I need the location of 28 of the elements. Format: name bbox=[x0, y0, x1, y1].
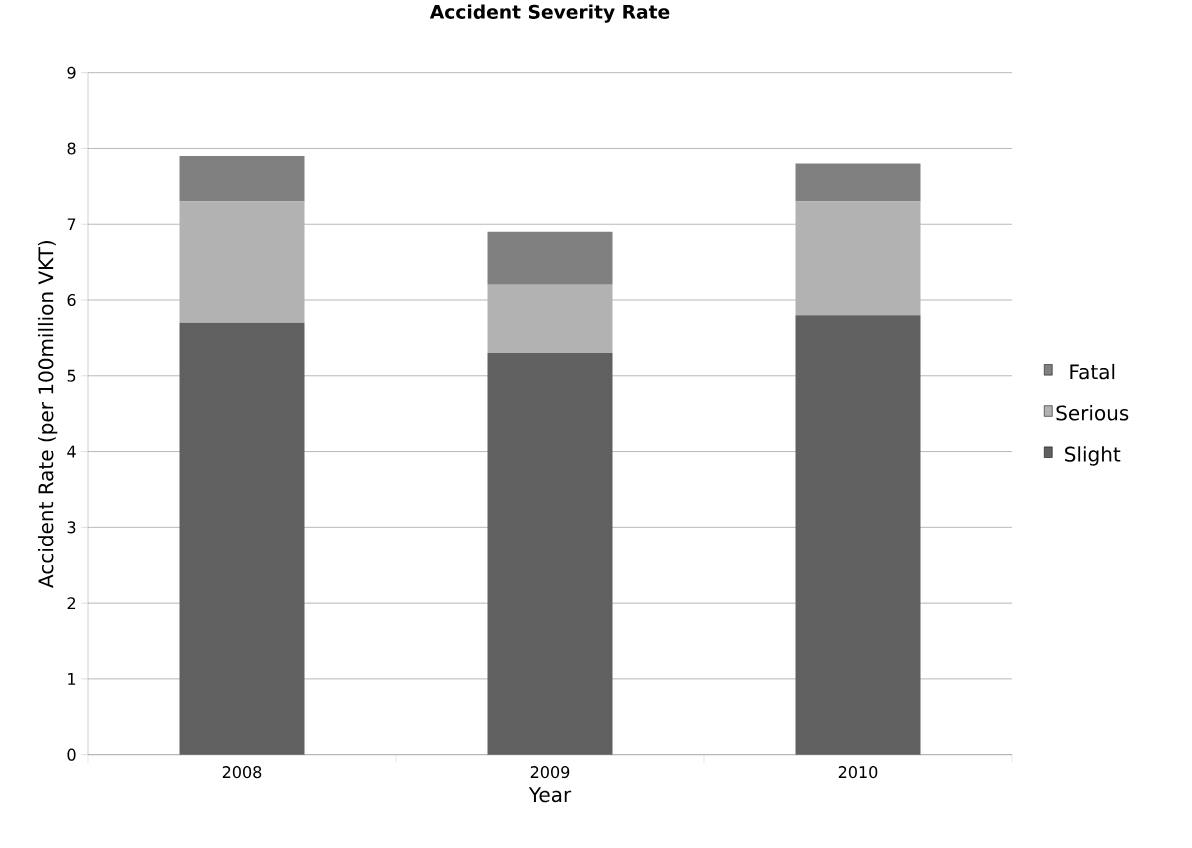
bar bbox=[487, 285, 613, 354]
y-axis-title: Accident Rate (per 100million VKT) bbox=[37, 241, 58, 589]
x-tick-label: 2008 bbox=[222, 766, 262, 779]
y-tick-label: 8 bbox=[67, 142, 76, 155]
bar bbox=[487, 231, 613, 286]
bar bbox=[179, 322, 305, 755]
y-tick-label: 0 bbox=[67, 748, 76, 761]
y-tick-label: 9 bbox=[67, 66, 76, 79]
bar bbox=[795, 163, 921, 202]
bar bbox=[179, 201, 305, 323]
y-tick-label: 2 bbox=[67, 597, 76, 610]
x-axis-title: Year bbox=[528, 787, 572, 803]
x-tick-label: 2010 bbox=[838, 766, 878, 779]
y-tick-label: 3 bbox=[67, 521, 76, 534]
bar bbox=[795, 315, 921, 755]
legend-label: Slight bbox=[1065, 446, 1121, 466]
bar bbox=[487, 353, 613, 755]
y-tick-label: 7 bbox=[67, 218, 76, 231]
bar bbox=[795, 201, 921, 316]
y-tick-label: 4 bbox=[67, 445, 76, 458]
y-tick-label: 1 bbox=[68, 673, 76, 685]
legend-label: Serious bbox=[1056, 405, 1129, 421]
legend-label: Fatal bbox=[1070, 364, 1115, 380]
y-tick-label: 5 bbox=[67, 370, 76, 382]
bar bbox=[179, 156, 305, 202]
x-tick-label: 2009 bbox=[530, 766, 570, 779]
y-tick-label: 6 bbox=[67, 294, 76, 307]
chart-title: Accident Severity Rate bbox=[429, 4, 670, 23]
